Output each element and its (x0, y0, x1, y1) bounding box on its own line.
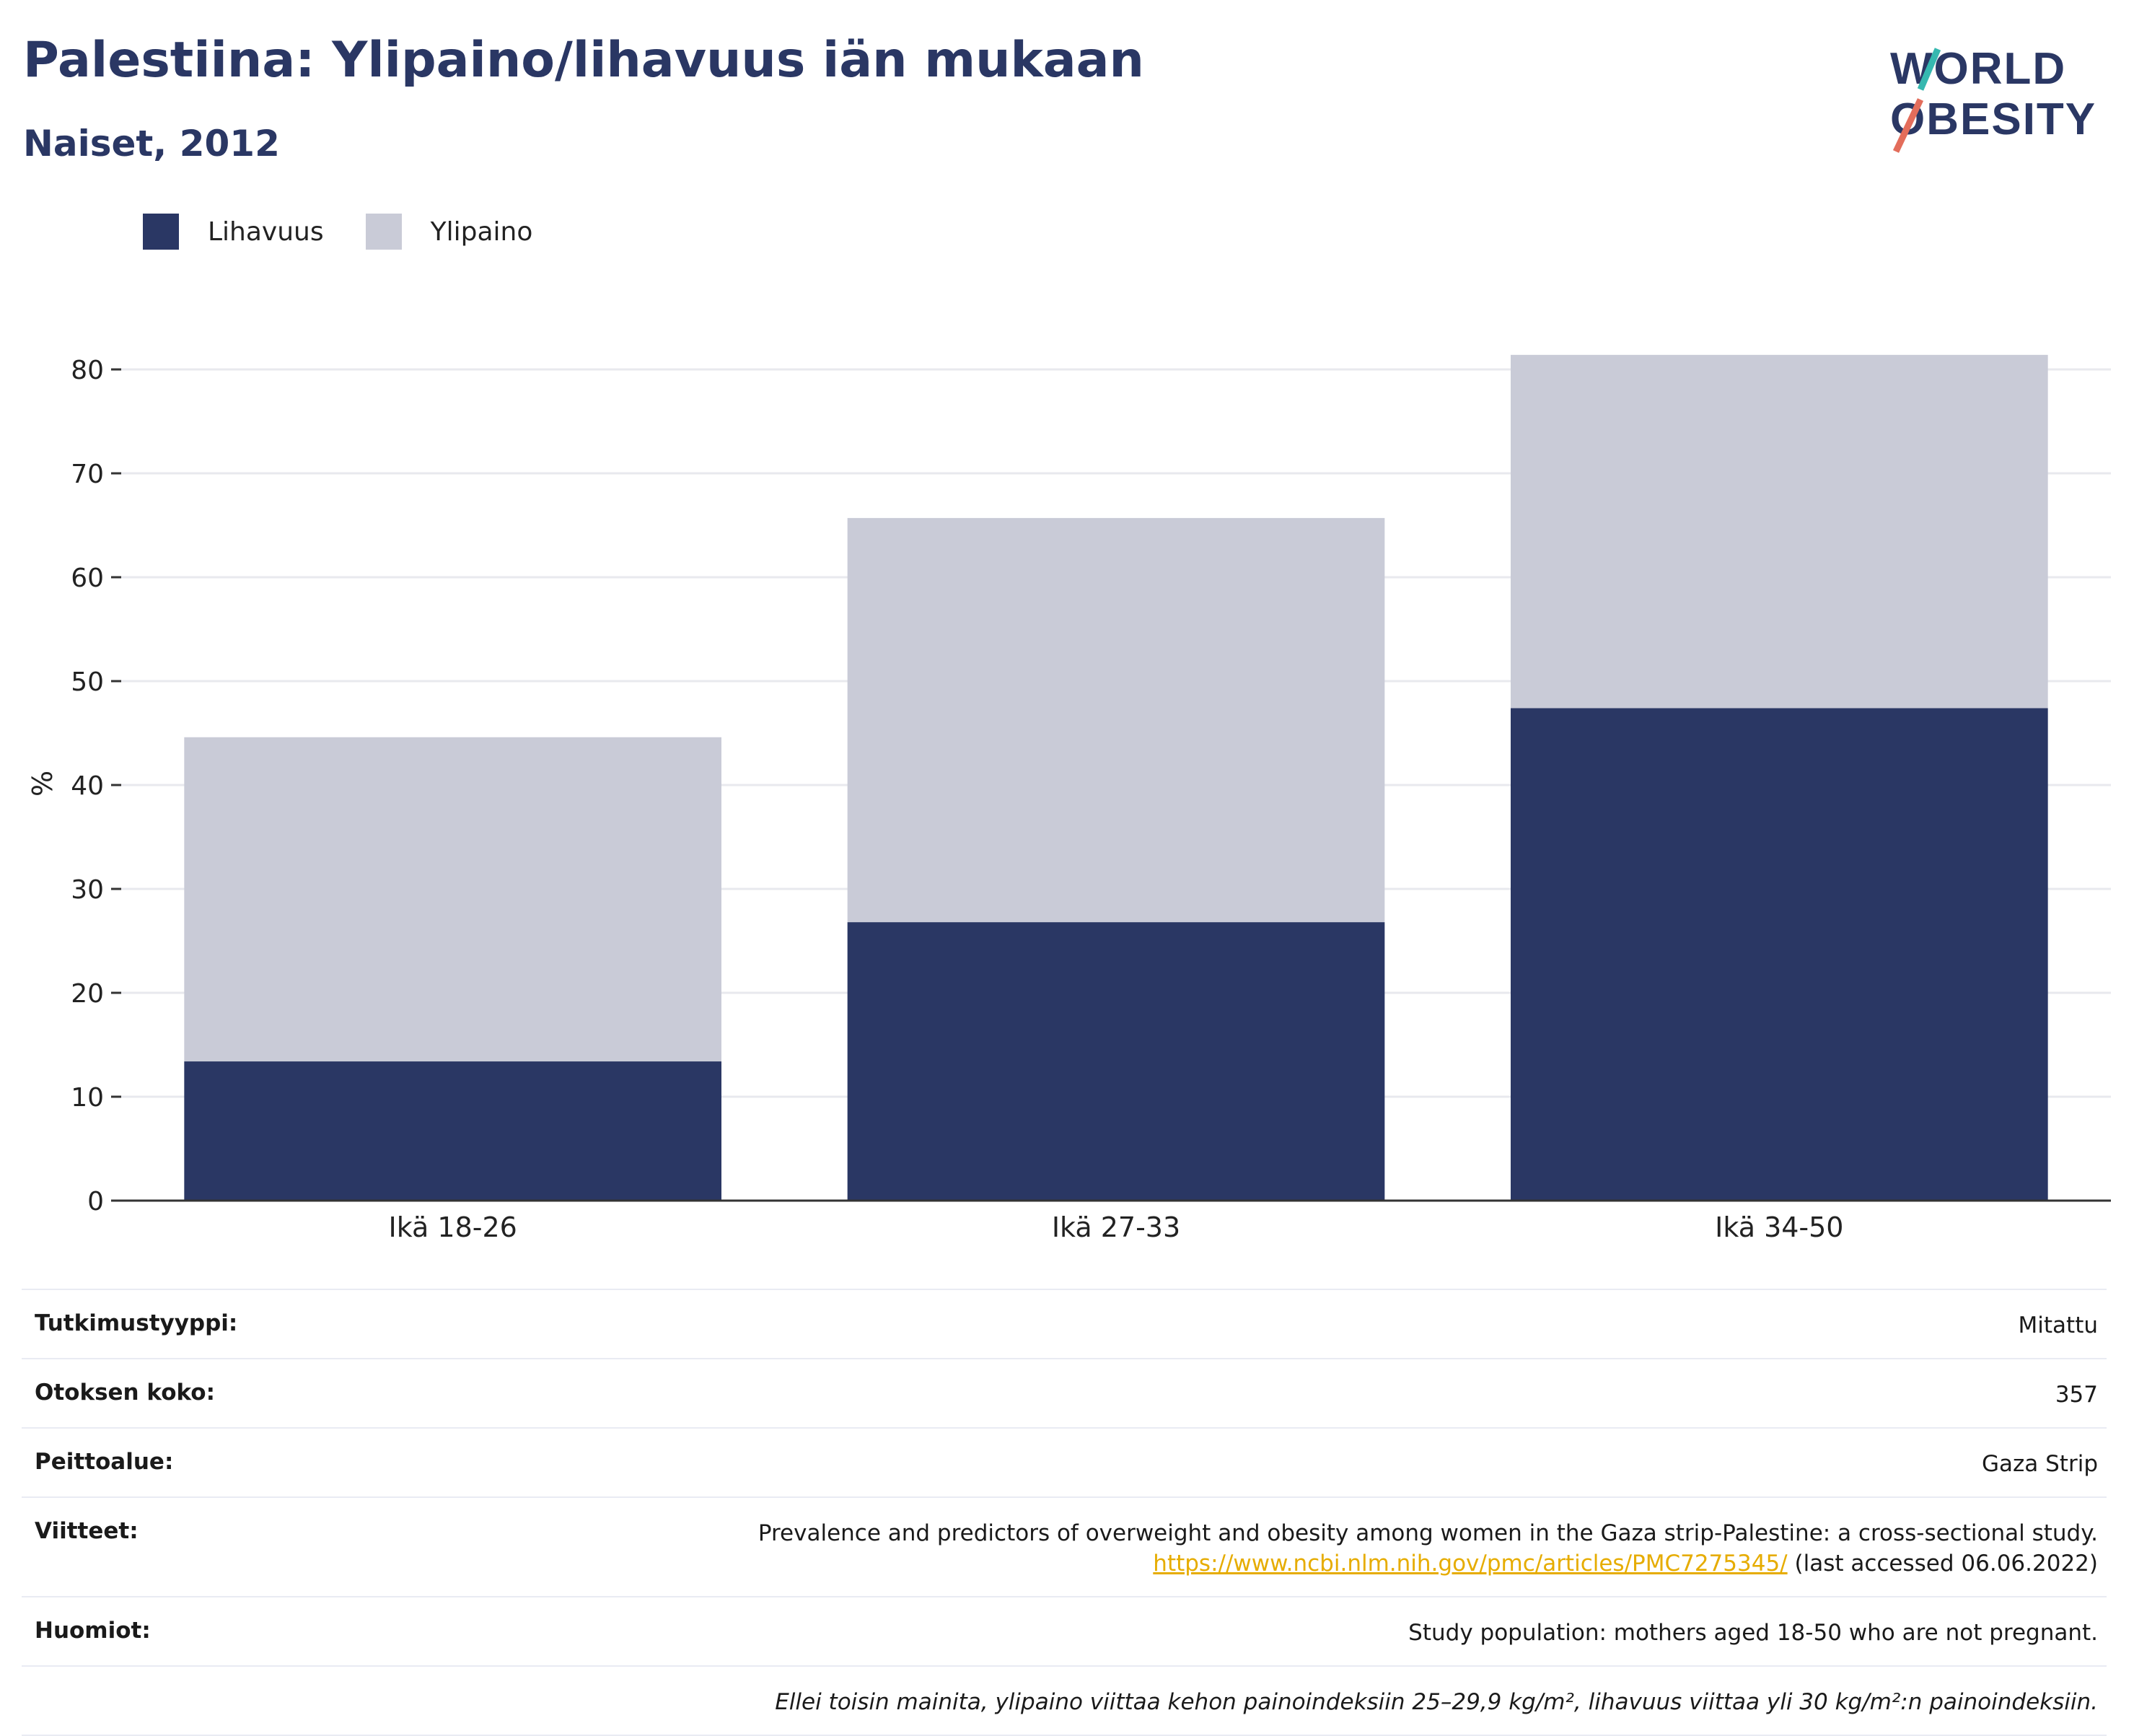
page-subtitle: Naiset, 2012 (23, 123, 280, 165)
bar-ylipaino-0 (184, 737, 721, 1062)
info-row-coverage: Peittoalue: Gaza Strip (22, 1427, 2107, 1496)
legend-label-ylipaino: Ylipaino (430, 216, 533, 247)
reference-text: Prevalence and predictors of overweight … (758, 1520, 2098, 1546)
y-tick-label: 80 (71, 356, 104, 385)
y-tick-label: 0 (87, 1187, 104, 1216)
world-obesity-logo: WORLD OBESITY (1890, 44, 2096, 153)
reference-link[interactable]: https://www.ncbi.nlm.nih.gov/pmc/article… (1153, 1551, 1788, 1577)
legend-label-lihavuus: Lihavuus (208, 216, 324, 247)
bar-lihavuus-1 (847, 922, 1385, 1201)
info-value: Prevalence and predictors of overweight … (758, 1518, 2098, 1579)
info-key: Peittoalue: (35, 1449, 174, 1475)
info-row-sample-size: Otoksen koko: 357 (22, 1358, 2107, 1427)
info-value: 357 (2055, 1382, 2098, 1408)
svg-text:OBESITY: OBESITY (1890, 95, 2096, 144)
y-tick-label: 10 (71, 1083, 104, 1113)
y-tick-label: 60 (71, 564, 104, 593)
legend-item-ylipaino: Ylipaino (365, 214, 533, 250)
legend-swatch-lihavuus (143, 214, 179, 250)
info-row-references: Viitteet: Prevalence and predictors of o… (22, 1496, 2107, 1596)
x-tick-label: Ikä 34-50 (1715, 1211, 1843, 1243)
info-row-notes: Huomiot: Study population: mothers aged … (22, 1596, 2107, 1665)
footnote: Ellei toisin mainita, ylipaino viittaa k… (775, 1689, 2098, 1715)
info-key: Tutkimustyyppi: (35, 1310, 238, 1336)
bar-ylipaino-2 (1511, 354, 2048, 709)
legend-swatch-ylipaino (365, 214, 402, 250)
info-row-footnote: Ellei toisin mainita, ylipaino viittaa k… (22, 1665, 2107, 1736)
y-axis-label: % (27, 771, 58, 797)
bar-lihavuus-0 (184, 1061, 721, 1201)
bar-lihavuus-2 (1511, 708, 2048, 1201)
bar-ylipaino-1 (847, 517, 1385, 923)
info-key: Otoksen koko: (35, 1380, 215, 1406)
y-tick-label: 40 (71, 771, 104, 801)
x-tick-label: Ikä 18-26 (388, 1211, 517, 1243)
info-key: Huomiot: (35, 1618, 151, 1644)
stacked-bar-chart: 0 10 20 30 40 50 60 70 80% Ikä 18-26 Ikä 27-33 Ikä … (27, 354, 2111, 1243)
info-table: Tutkimustyyppi: Mitattu Otoksen koko: 35… (22, 1289, 2107, 1736)
y-tick-label: 20 (71, 979, 104, 1009)
info-value: Gaza Strip (1981, 1451, 2098, 1477)
legend-item-lihavuus: Lihavuus (143, 214, 324, 250)
info-row-study-type: Tutkimustyyppi: Mitattu (22, 1289, 2107, 1358)
page-title: Palestiina: Ylipaino/lihavuus iän mukaan (23, 32, 1144, 89)
reference-accessed: (last accessed 06.06.2022) (1794, 1551, 2098, 1577)
chart-legend: Lihavuus Ylipaino (143, 214, 574, 250)
x-tick-label: Ikä 27-33 (1052, 1211, 1180, 1243)
y-tick-label: 70 (71, 460, 104, 489)
info-value: Study population: mothers aged 18-50 who… (1408, 1620, 2098, 1646)
y-tick-label: 50 (71, 667, 104, 697)
y-tick-label: 30 (71, 875, 104, 905)
info-value: Mitattu (2018, 1312, 2098, 1338)
info-key: Viitteet: (35, 1518, 139, 1544)
